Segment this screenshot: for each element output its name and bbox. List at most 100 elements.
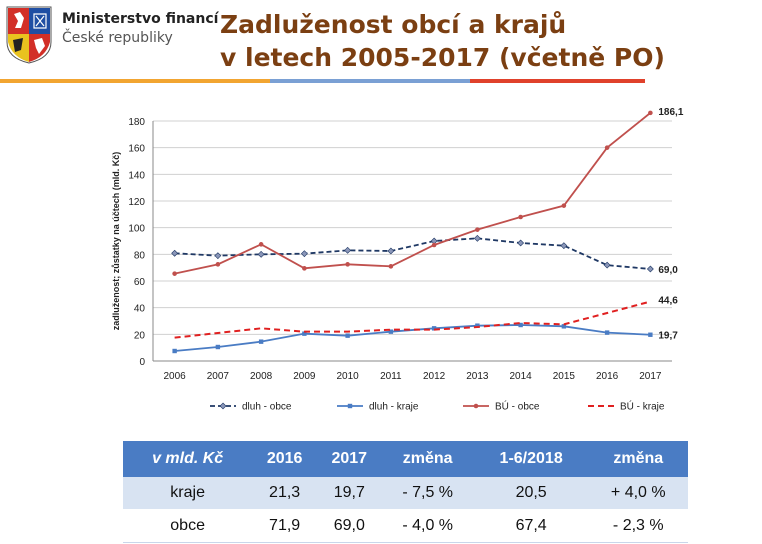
summary-table: v mld. Kč 2016 2017 změna 1-6/2018 změna… <box>123 441 688 543</box>
legend-label: dluh - kraje <box>369 402 419 413</box>
x-tick-label: 2008 <box>250 371 273 382</box>
x-tick-label: 2017 <box>639 371 662 382</box>
y-tick-label: 180 <box>128 117 145 128</box>
table-row: obce 71,9 69,0 - 4,0 % 67,4 - 2,3 % <box>123 509 688 543</box>
series-line-1 <box>174 324 651 352</box>
y-tick-label: 0 <box>139 357 145 368</box>
data-point <box>560 242 568 250</box>
series-line-2 <box>174 112 651 275</box>
header-stripes <box>0 79 762 83</box>
x-tick-label: 2007 <box>207 371 230 382</box>
y-tick-label: 80 <box>134 250 146 261</box>
table-cell: 71,9 <box>252 509 317 543</box>
data-label: 19,7 <box>658 331 678 342</box>
x-tick-label: 2012 <box>423 371 446 382</box>
data-point <box>172 348 177 354</box>
data-point <box>604 330 610 335</box>
data-point <box>258 339 264 344</box>
coat-of-arms-logo <box>6 6 52 64</box>
data-point <box>215 262 221 267</box>
table-cell: 67,4 <box>473 509 589 543</box>
data-point <box>646 265 654 273</box>
data-point <box>219 402 227 410</box>
table-cell: - 2,3 % <box>588 509 688 543</box>
data-point <box>648 110 653 116</box>
data-point <box>302 331 307 336</box>
legend-label: BÚ - obce <box>495 400 540 413</box>
table-cell: obce <box>123 509 253 543</box>
data-point <box>345 262 350 267</box>
data-point <box>345 333 350 338</box>
data-point <box>347 403 353 409</box>
data-point <box>473 234 481 242</box>
title-line2: v letech 2005-2017 (včetně PO) <box>220 43 665 72</box>
legend-label: dluh - obce <box>242 402 292 413</box>
page-title: Zadluženost obcí a krajů v letech 2005-2… <box>220 8 665 74</box>
data-point <box>518 322 523 328</box>
x-tick-label: 2011 <box>380 371 402 382</box>
x-tick-label: 2016 <box>596 371 619 382</box>
table-cell: 20,5 <box>473 477 589 510</box>
y-tick-label: 120 <box>128 197 145 208</box>
table-row: kraje 21,3 19,7 - 7,5 % 20,5 + 4,0 % <box>123 477 688 510</box>
x-tick-label: 2010 <box>337 371 360 382</box>
data-point <box>302 266 307 271</box>
y-tick-label: 20 <box>134 330 146 341</box>
y-tick-label: 140 <box>128 170 145 181</box>
title-line1: Zadluženost obcí a krajů <box>220 10 567 39</box>
ministry-name: Ministerstvo financí České republiky <box>62 10 218 48</box>
data-point <box>473 403 479 409</box>
stripe-blue <box>270 79 470 83</box>
table-cell: 19,7 <box>316 477 382 510</box>
data-point <box>258 242 264 247</box>
data-point <box>171 249 179 257</box>
table-header-change: změna <box>381 441 474 477</box>
data-point <box>344 246 352 254</box>
legend-label: BÚ - kraje <box>620 400 665 413</box>
data-label: 186,1 <box>658 107 683 118</box>
data-point <box>388 329 394 334</box>
table-cell: 69,0 <box>316 509 382 543</box>
table-cell: + 4,0 % <box>588 477 688 510</box>
series-line-3 <box>174 300 651 339</box>
stripe-red <box>470 79 645 83</box>
data-point <box>215 344 221 350</box>
ministry-line2: České republiky <box>62 30 173 46</box>
y-tick-label: 100 <box>128 224 145 235</box>
data-point <box>517 239 525 247</box>
table-cell: kraje <box>123 477 253 510</box>
y-tick-label: 160 <box>128 144 145 155</box>
data-label: 44,6 <box>658 296 678 307</box>
table-header-2018: 1-6/2018 <box>473 441 589 477</box>
x-tick-label: 2009 <box>293 371 316 382</box>
debt-line-chart: 0 20 40 60 80 100 120 140 160 180 2006 2007 2008 2009… <box>111 107 684 413</box>
stripe-orange <box>0 79 270 83</box>
data-point <box>257 250 265 258</box>
data-point <box>648 332 653 337</box>
data-point <box>300 250 308 258</box>
x-tick-label: 2013 <box>466 371 489 382</box>
data-point <box>475 227 480 232</box>
table-header-2016: 2016 <box>252 441 317 477</box>
table-header-unit: v mld. Kč <box>123 441 253 477</box>
data-label: 69,0 <box>658 265 678 276</box>
table-header-2017: 2017 <box>316 441 382 477</box>
y-tick-label: 40 <box>134 304 146 315</box>
data-point <box>475 323 480 328</box>
table-header-change-2018: změna <box>588 441 688 477</box>
series-line-0 <box>174 237 651 270</box>
table-cell: 21,3 <box>252 477 317 510</box>
table-cell: - 4,0 % <box>381 509 474 543</box>
ministry-line1: Ministerstvo financí <box>62 11 219 27</box>
table-header-row: v mld. Kč 2016 2017 změna 1-6/2018 změna <box>123 441 688 477</box>
data-point <box>561 203 567 208</box>
data-point <box>387 247 395 255</box>
data-point <box>431 242 437 248</box>
data-point <box>518 214 523 220</box>
data-point <box>604 145 610 150</box>
x-tick-label: 2014 <box>510 371 533 382</box>
x-tick-label: 2006 <box>164 371 187 382</box>
y-tick-label: 60 <box>134 277 146 288</box>
data-point <box>214 252 222 260</box>
data-point <box>561 324 567 329</box>
